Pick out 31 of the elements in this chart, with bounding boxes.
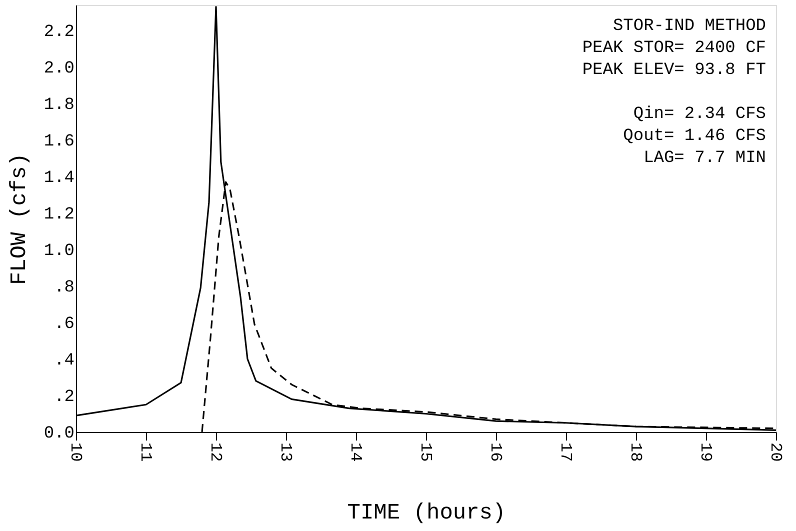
x-tick-label: 11 [136,442,154,462]
x-tick-label: 14 [346,442,364,462]
annotation: LAG= 7.7 MIN [644,149,766,168]
annotation: PEAK ELEV= 93.8 FT [582,61,766,80]
x-tick-label: 17 [556,442,574,462]
y-tick-label: 2.0 [44,60,74,79]
y-tick-label: .4 [54,352,74,371]
y-tick-label: 2.2 [44,23,74,42]
annotation: STOR-IND METHOD [612,17,766,36]
x-tick-label: 20 [766,442,784,462]
y-tick-label: 1.2 [44,206,74,225]
annotation: Qout= 1.46 CFS [623,127,766,146]
y-tick-label: 1.0 [44,242,74,262]
x-tick-label: 10 [66,442,84,462]
y-tick-label: 0.0 [44,424,74,444]
annotation: Qin= 2.34 CFS [633,105,766,124]
y-axis-title: FLOW (cfs) [6,152,32,286]
x-tick-label: 18 [626,442,644,462]
y-tick-label: 1.4 [44,169,74,188]
y-tick-label: 1.6 [44,132,74,152]
y-tick-label: .2 [54,388,74,408]
y-tick-label: .6 [54,315,74,334]
x-tick-label: 19 [696,442,714,462]
x-axis-title: TIME (hours) [347,500,506,526]
x-tick-label: 12 [206,442,224,462]
x-tick-label: 16 [486,442,504,462]
y-tick-label: .8 [54,278,74,298]
y-tick-label: 1.8 [44,96,74,116]
x-tick-label: 13 [276,442,294,462]
x-tick-label: 15 [416,442,434,462]
annotation: PEAK STOR= 2400 CF [582,39,766,58]
